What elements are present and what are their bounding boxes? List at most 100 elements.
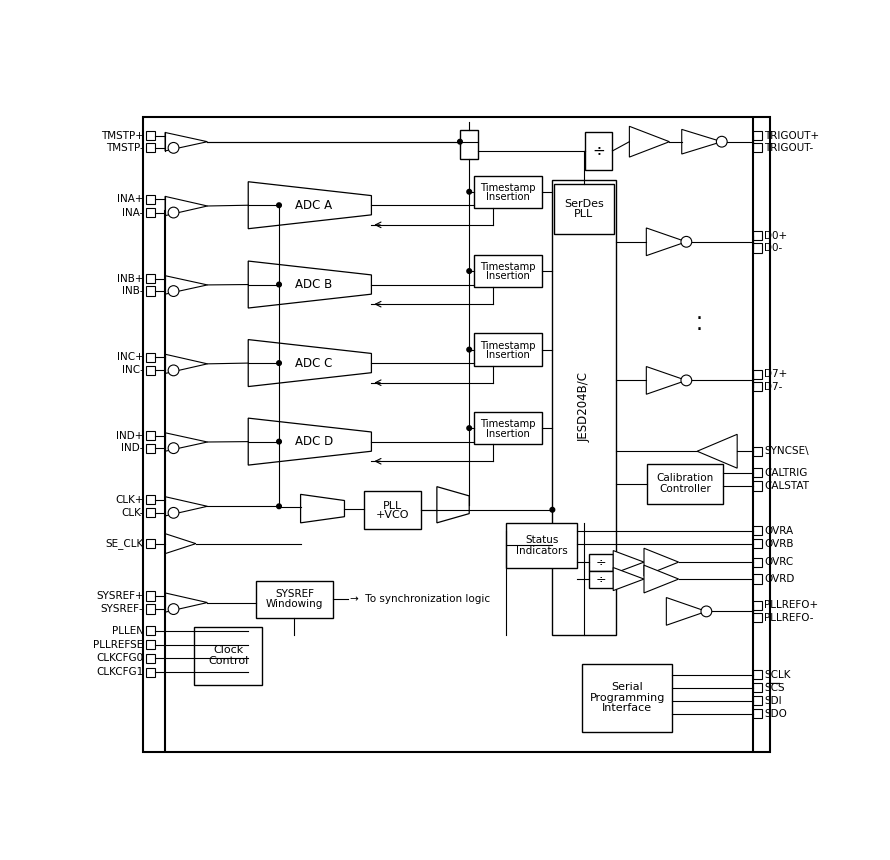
Polygon shape (248, 181, 371, 229)
Bar (753, 574, 762, 584)
Text: Status: Status (525, 535, 558, 544)
Text: INC-: INC- (122, 366, 143, 376)
Bar (753, 613, 762, 622)
Polygon shape (165, 433, 207, 452)
Text: D0+: D0+ (765, 230, 788, 241)
Polygon shape (301, 494, 344, 523)
Polygon shape (248, 418, 371, 465)
Circle shape (168, 207, 179, 218)
Bar (146, 286, 155, 296)
Polygon shape (248, 340, 371, 386)
Polygon shape (165, 132, 207, 151)
Text: D7+: D7+ (765, 369, 788, 379)
Polygon shape (646, 366, 686, 394)
Text: SerDes: SerDes (564, 199, 603, 209)
Polygon shape (644, 565, 679, 593)
Circle shape (457, 139, 462, 144)
Polygon shape (437, 487, 469, 523)
Bar (753, 243, 762, 253)
Bar (585, 132, 612, 170)
Circle shape (701, 606, 712, 617)
Circle shape (168, 604, 179, 615)
Text: PLLEN: PLLEN (111, 626, 143, 636)
Polygon shape (248, 261, 371, 308)
Bar (582, 664, 673, 732)
Bar (146, 539, 155, 549)
Text: SYSREF: SYSREF (275, 589, 314, 599)
Bar (146, 605, 155, 614)
Text: PLLREFO-: PLLREFO- (765, 612, 813, 623)
Bar (753, 696, 762, 705)
Bar (753, 131, 762, 140)
Circle shape (550, 507, 554, 512)
Text: Indicators: Indicators (515, 545, 568, 556)
Text: Insertion: Insertion (486, 192, 530, 202)
Text: SYSREF+: SYSREF+ (96, 591, 143, 601)
Text: OVRA: OVRA (765, 525, 793, 536)
Bar (473, 412, 542, 445)
Text: SYNCSE\: SYNCSE\ (765, 446, 809, 457)
Text: +VCO: +VCO (376, 510, 409, 520)
Bar (146, 444, 155, 452)
Text: TMSTP-: TMSTP- (106, 143, 143, 153)
Circle shape (277, 439, 281, 444)
Circle shape (277, 282, 281, 287)
Polygon shape (613, 550, 644, 574)
Text: JESD204B/C: JESD204B/C (578, 372, 590, 442)
Polygon shape (629, 126, 669, 157)
Text: Timestamp: Timestamp (480, 183, 536, 193)
Text: PLLREFO+: PLLREFO+ (765, 600, 818, 611)
Text: SCLK: SCLK (765, 670, 790, 679)
Text: IND+: IND+ (116, 431, 143, 441)
Polygon shape (165, 497, 207, 516)
Text: Control: Control (208, 656, 248, 666)
Circle shape (681, 237, 692, 247)
Bar (473, 255, 542, 287)
Text: ·: · (695, 309, 702, 329)
Bar (753, 557, 762, 567)
Text: ADC A: ADC A (295, 199, 332, 212)
Text: PLL: PLL (574, 210, 594, 219)
Text: INB-: INB- (122, 286, 143, 296)
Bar (146, 208, 155, 218)
Circle shape (168, 507, 179, 519)
Text: →  To synchronization logic: → To synchronization logic (350, 594, 490, 604)
Bar (473, 175, 542, 208)
Text: SCS: SCS (765, 683, 785, 692)
Circle shape (277, 504, 281, 508)
Circle shape (277, 360, 281, 366)
Bar (146, 508, 155, 518)
Bar (256, 580, 333, 617)
Bar (506, 523, 577, 568)
Text: INC+: INC+ (117, 353, 143, 362)
Circle shape (168, 443, 179, 453)
Polygon shape (165, 276, 207, 294)
Text: Timestamp: Timestamp (480, 341, 536, 351)
Bar (146, 626, 155, 636)
Text: TRIGOUT+: TRIGOUT+ (765, 131, 820, 140)
Text: ÷: ÷ (595, 573, 606, 586)
Polygon shape (165, 533, 196, 554)
Bar (647, 464, 723, 504)
Circle shape (168, 143, 179, 153)
Bar (146, 667, 155, 677)
Bar (753, 468, 762, 477)
Polygon shape (613, 568, 644, 591)
Text: INA-: INA- (122, 207, 143, 218)
Polygon shape (646, 228, 686, 255)
Circle shape (277, 203, 281, 207)
Bar (753, 539, 762, 549)
Text: CLK-: CLK- (121, 508, 143, 518)
Polygon shape (697, 434, 737, 468)
Text: Windowing: Windowing (266, 599, 323, 610)
Text: IND-: IND- (121, 443, 143, 453)
Text: Insertion: Insertion (486, 428, 530, 439)
Polygon shape (165, 196, 207, 216)
Text: SDO: SDO (765, 709, 787, 719)
Bar (194, 627, 262, 685)
Bar (146, 431, 155, 440)
Bar (753, 683, 762, 692)
Text: ADC B: ADC B (295, 278, 332, 291)
Text: ADC C: ADC C (295, 357, 332, 370)
Circle shape (467, 347, 472, 352)
